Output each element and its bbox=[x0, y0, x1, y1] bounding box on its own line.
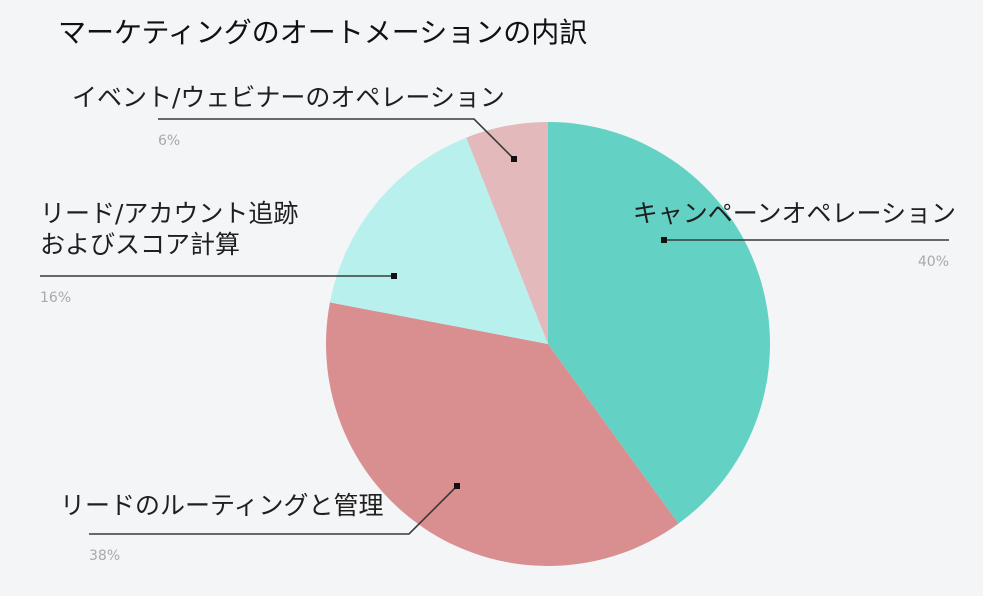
leader-dot-campaign bbox=[661, 237, 667, 243]
pie-slice-tracking bbox=[329, 137, 548, 344]
leader-line-events bbox=[158, 118, 515, 160]
chart-title: マーケティングのオートメーションの内訳 bbox=[58, 16, 587, 49]
slice-value-events: 6% bbox=[158, 133, 180, 149]
leader-line-routing bbox=[89, 485, 458, 535]
pie-slice-campaign bbox=[548, 122, 770, 524]
slice-value-routing: 38% bbox=[89, 548, 120, 564]
leader-dot-events bbox=[511, 156, 517, 162]
slice-label-events: イベント/ウェビナーのオペレーション bbox=[72, 83, 505, 112]
slice-value-tracking: 16% bbox=[40, 290, 71, 306]
slice-label-routing: リードのルーティングと管理 bbox=[60, 491, 384, 520]
pie-slices bbox=[325, 122, 770, 567]
leader-dot-routing bbox=[454, 483, 460, 489]
slice-value-campaign: 40% bbox=[918, 254, 949, 270]
pie-labels: キャンペーンオペレーション 40% リードのルーティングと管理 38% リード/アカウン… bbox=[40, 83, 956, 564]
leader-dot-tracking bbox=[391, 273, 397, 279]
slice-label-tracking: リード/アカウント追跡およびスコア計算 bbox=[40, 199, 298, 259]
slice-label-campaign: キャンペーンオペレーション bbox=[633, 199, 956, 228]
pie-slice-events bbox=[466, 122, 548, 344]
pie-slice-routing bbox=[325, 302, 679, 567]
